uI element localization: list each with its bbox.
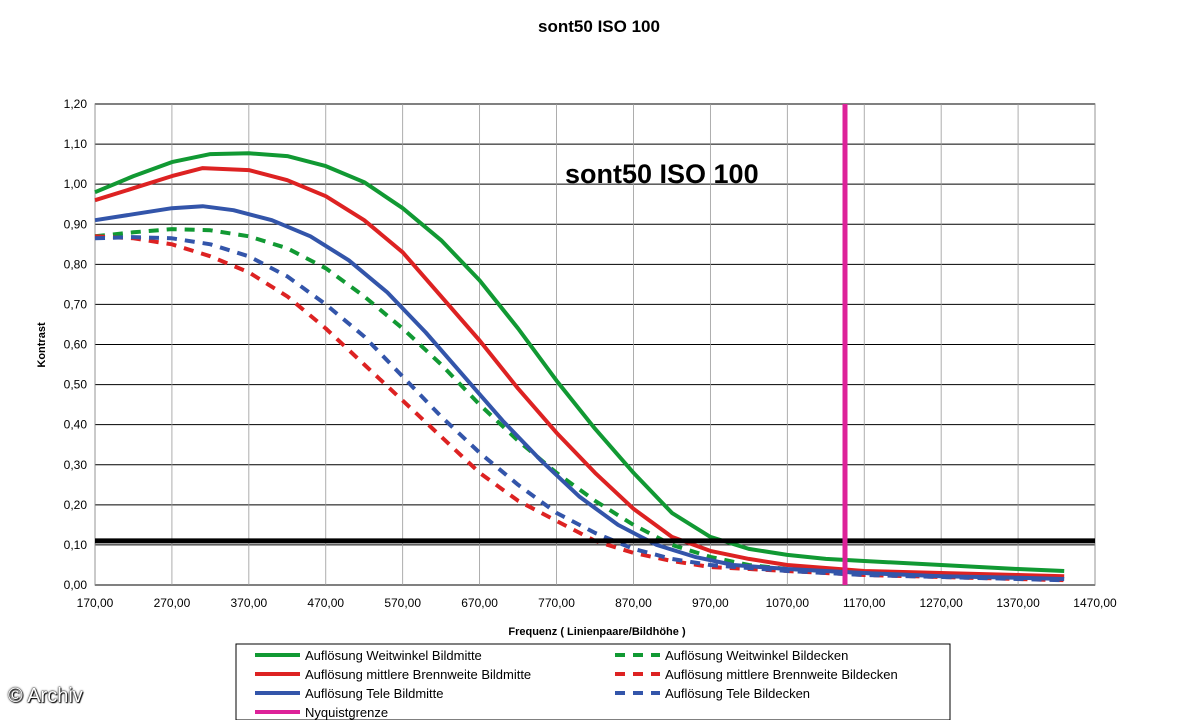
x-tick-label: 1270,00 [919,596,963,610]
x-tick-label: 570,00 [384,596,421,610]
y-tick-label: 1,10 [64,137,88,151]
y-tick-label: 0,00 [64,578,88,592]
chart-title: sont50 ISO 100 [538,17,660,36]
x-tick-label: 670,00 [461,596,498,610]
series-lines [94,151,1065,583]
x-tick-label: 1470,00 [1073,596,1117,610]
series-line-5 [94,204,1065,581]
y-tick-label: 0,10 [64,538,88,552]
legend-label: Auflösung Tele Bildmitte [305,686,444,701]
legend-label: Auflösung mittlere Brennweite Bildmitte [305,667,531,682]
legend-label: Auflösung Tele Bildecken [665,686,810,701]
legend-label: Auflösung Weitwinkel Bildmitte [305,648,482,663]
y-tick-label: 1,00 [64,177,88,191]
x-tick-label: 1170,00 [843,596,886,610]
chart-annotation: sont50 ISO 100 [565,159,759,189]
legend: Auflösung Weitwinkel Bildmitte Auflösung … [235,643,951,720]
y-tick-label: 0,20 [64,498,88,512]
series-line-3 [94,166,1065,579]
y-tick-label: 0,50 [64,378,88,392]
legend-label: Auflösung Weitwinkel Bildecken [665,648,848,663]
x-axis-label: Frequenz ( Linienpaare/Bildhöhe ) [508,626,686,638]
x-tick-label: 1070,00 [766,596,810,610]
series-line-1 [94,151,1065,573]
y-tick-label: 0,30 [64,458,88,472]
y-tick-label: 1,20 [64,97,88,111]
y-tick-label: 0,70 [64,297,88,311]
y-tick-label: 0,60 [64,338,88,352]
series-line-6 [94,235,1065,583]
x-tick-label: 1370,00 [996,596,1040,610]
x-tick-label: 770,00 [538,596,575,610]
reference-lines [95,104,1095,585]
copyright-credit: © Archiv [8,685,83,707]
x-tick-labels: 170,00 270,00 370,00 470,00 570,00 670,00 770,… [77,596,1117,610]
x-tick-label: 370,00 [230,596,267,610]
legend-label: Nyquistgrenze [305,705,388,720]
x-tick-label: 870,00 [615,596,652,610]
x-tick-label: 170,00 [77,596,114,610]
legend-box [235,643,951,720]
y-tick-label: 0,40 [64,418,88,432]
x-tick-label: 270,00 [154,596,191,610]
y-axis-label: Kontrast [36,322,48,368]
x-tick-label: 970,00 [692,596,729,610]
y-tick-label: 0,90 [64,217,88,231]
legend-label: Auflösung mittlere Brennweite Bildecken [665,667,898,682]
y-tick-label: 0,80 [64,257,88,271]
x-tick-label: 470,00 [307,596,344,610]
y-tick-labels: 0,00 0,10 0,20 0,30 0,40 0,50 0,60 0,70 0,80 0,90… [64,97,88,592]
